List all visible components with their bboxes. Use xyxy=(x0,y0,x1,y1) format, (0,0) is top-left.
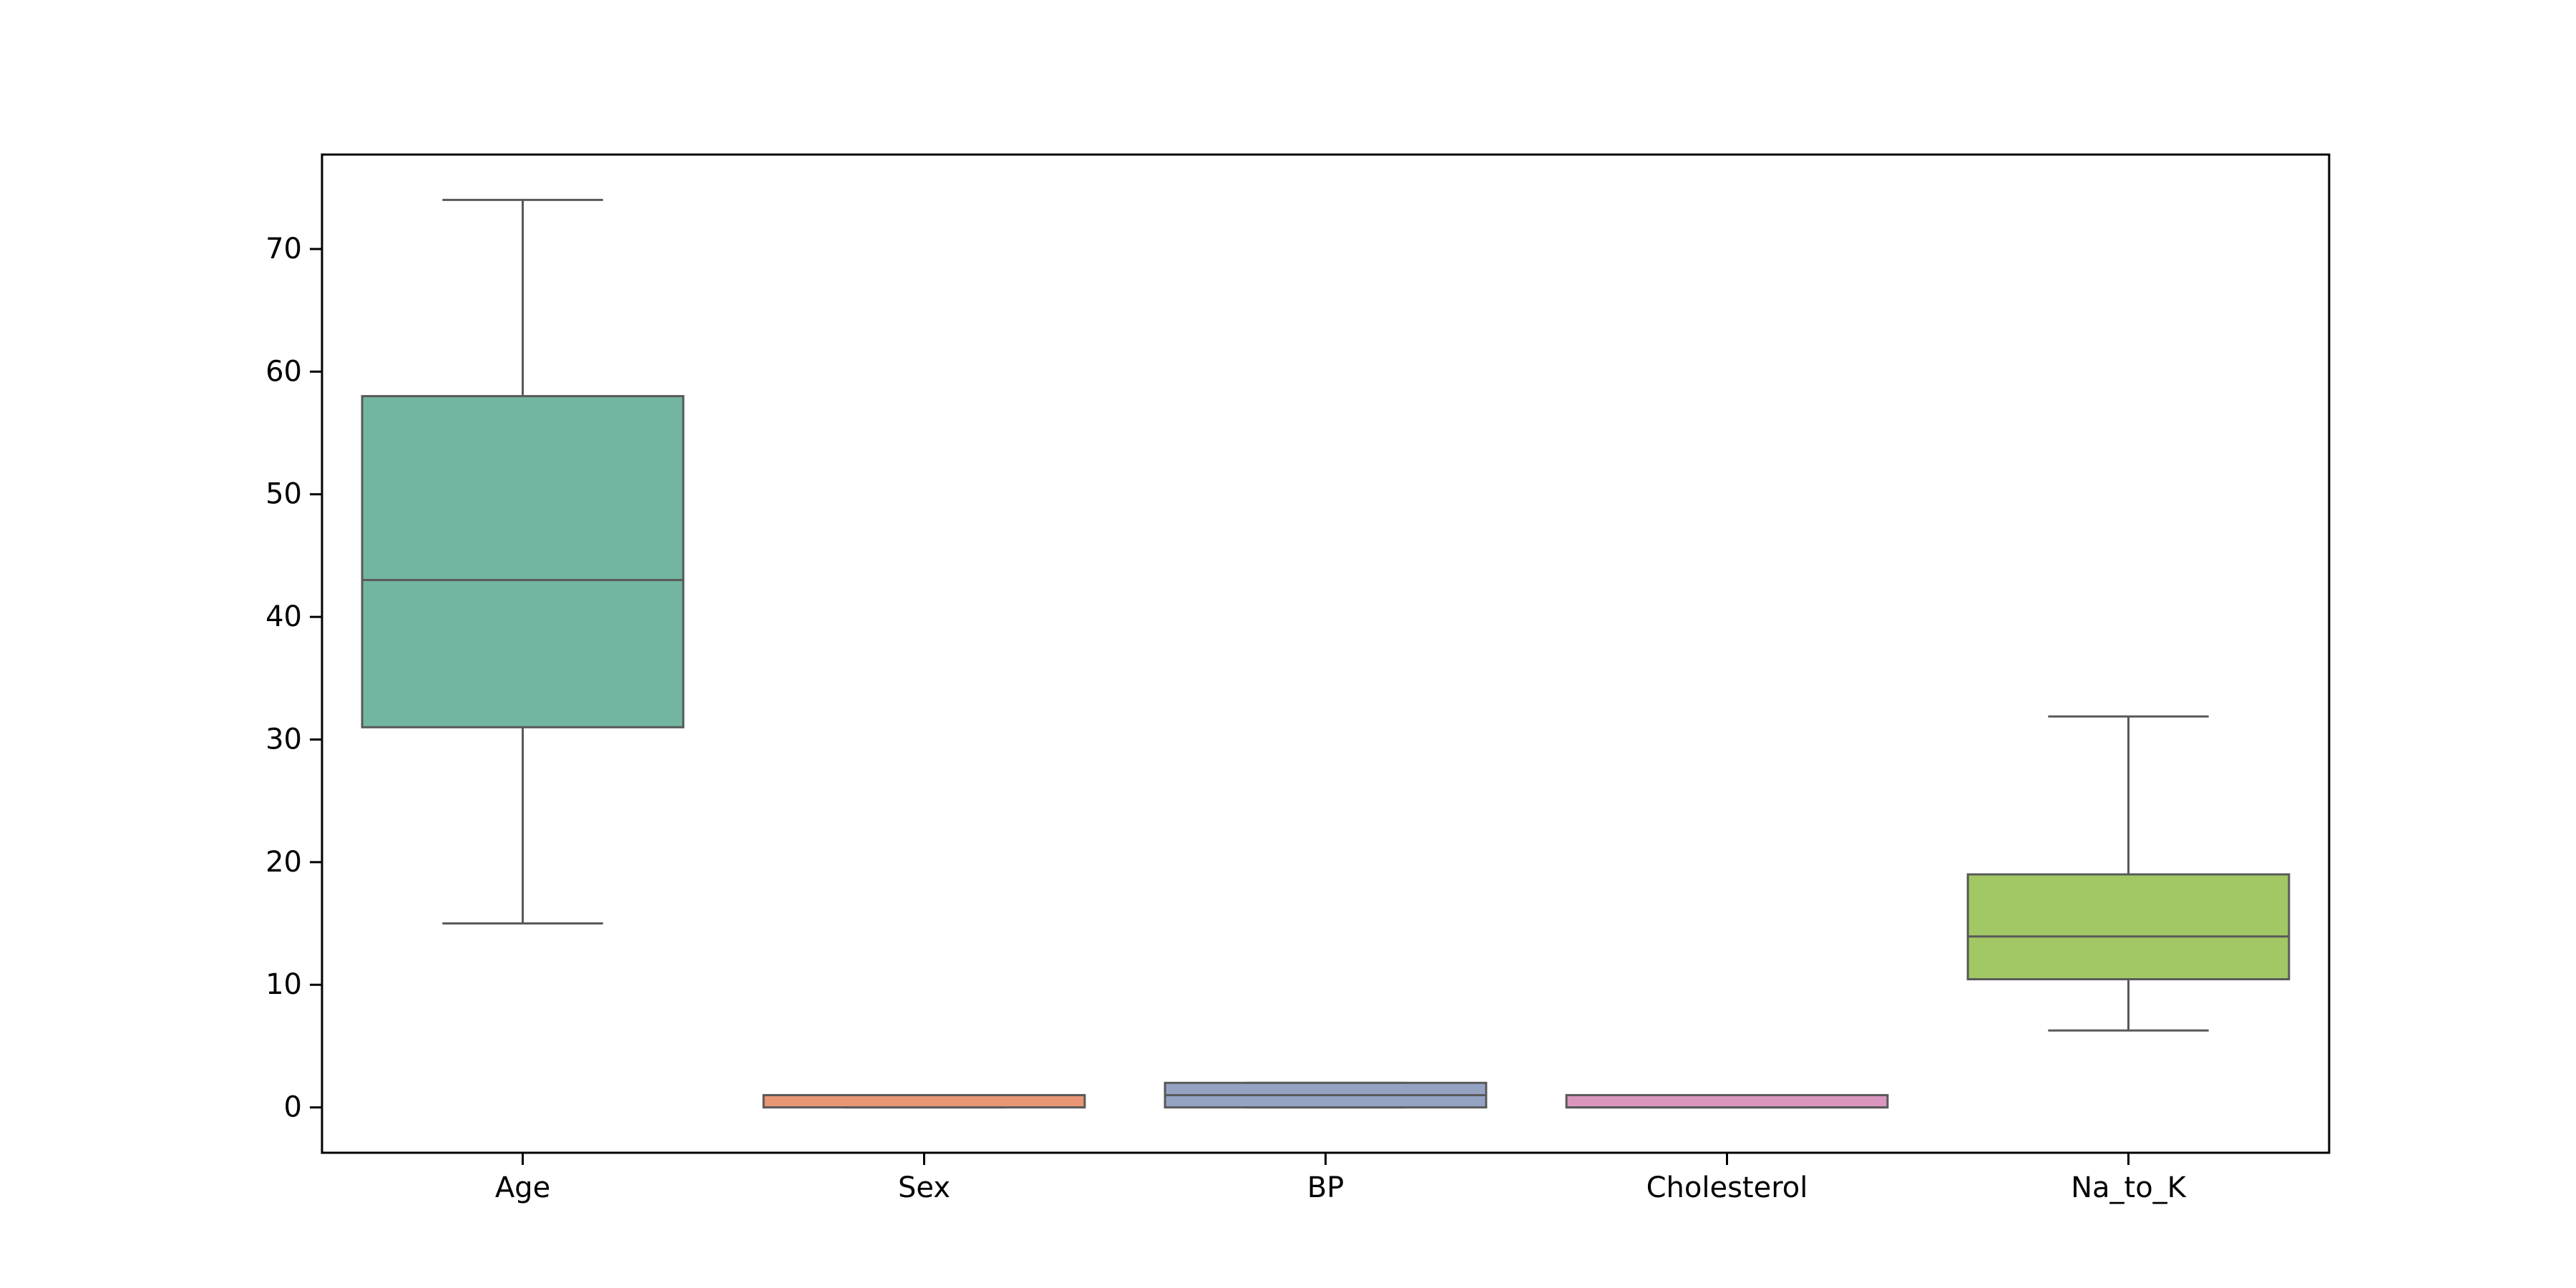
plot-frame xyxy=(321,153,2331,1154)
y-tick-label: 0 xyxy=(284,1091,302,1124)
box-group-cholesterol xyxy=(1565,1093,1889,1109)
box-age xyxy=(361,395,685,728)
box-group-sex xyxy=(762,1093,1086,1109)
x-tick-label: Age xyxy=(495,1171,550,1204)
x-tick-label: Sex xyxy=(898,1171,950,1204)
y-axis: 0 10 20 30 40 50 60 70 xyxy=(265,233,322,1124)
y-tick-label: 20 xyxy=(265,846,302,879)
y-tick-label: 60 xyxy=(265,355,302,388)
y-tick-label: 30 xyxy=(265,723,302,756)
y-tick-label: 40 xyxy=(265,600,302,633)
y-tick-label: 50 xyxy=(265,478,302,511)
boxes-layer xyxy=(361,198,2290,1109)
box-group-na-to-k xyxy=(1966,715,2290,1032)
x-tick-label: BP xyxy=(1307,1171,1345,1204)
box-group-bp xyxy=(1163,1081,1488,1109)
box-cholesterol xyxy=(1565,1093,1889,1109)
x-axis: Age Sex BP Cholesterol Na_to_K xyxy=(495,1153,2187,1204)
y-tick-label: 70 xyxy=(265,233,302,265)
box-sex xyxy=(762,1093,1086,1109)
x-tick-label: Na_to_K xyxy=(2071,1171,2187,1204)
box-na-to-k xyxy=(1966,873,2290,981)
box-group-age xyxy=(361,198,685,925)
x-tick-label: Cholesterol xyxy=(1646,1171,1808,1204)
y-tick-label: 10 xyxy=(265,968,302,1001)
